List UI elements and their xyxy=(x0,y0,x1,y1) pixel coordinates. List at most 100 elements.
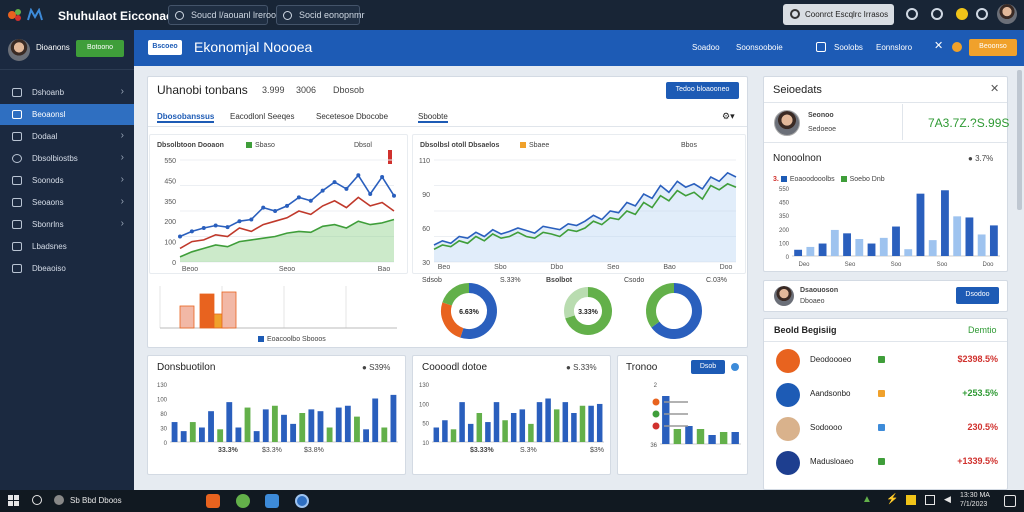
sidebar-item-7[interactable]: Sbonrlns › xyxy=(0,214,134,235)
legend-swatch xyxy=(840,176,847,183)
sidebar-item-4[interactable]: Dbsolbiostbs › xyxy=(0,148,134,169)
summary-avatar[interactable] xyxy=(774,110,800,136)
header-link-4[interactable]: Eonnsloro xyxy=(876,43,913,52)
app-icon-3[interactable] xyxy=(265,494,279,508)
contact-button[interactable]: Dsodoo xyxy=(956,287,999,304)
tray-icon-1[interactable]: ▲ xyxy=(862,494,872,505)
header-link-1[interactable]: Soadoo xyxy=(692,43,720,52)
legend-swatch xyxy=(520,142,526,149)
sidebar-item-6[interactable]: Seoaons › xyxy=(0,192,134,213)
search-input-2[interactable]: Socid eonopnmr xyxy=(276,5,365,25)
user-avatar[interactable] xyxy=(997,4,1017,24)
connect-button[interactable]: Coonrct Escqlrc Irrasos xyxy=(783,4,894,25)
summary-section-badge: ● 3.7% xyxy=(968,154,994,163)
taskbar-search-text[interactable]: Sb Bbd Dboos xyxy=(70,496,122,505)
app-icon-1[interactable] xyxy=(206,494,220,508)
bar xyxy=(180,431,187,442)
bar xyxy=(685,426,693,444)
company-logo-icon xyxy=(776,451,800,475)
browser-icon[interactable] xyxy=(236,494,250,508)
ranking-row[interactable]: Deodoooeo $2398.5% xyxy=(764,343,1007,377)
sidebar-item-5[interactable]: Soonods › xyxy=(0,170,134,191)
summary-person-sub: Sedoeoe xyxy=(808,126,837,133)
chevron-right-icon: › xyxy=(120,174,124,185)
bar xyxy=(545,398,551,442)
data-point xyxy=(320,188,325,193)
tab-1[interactable]: Dbosobanssus xyxy=(157,112,215,123)
taskbar: Sb Bbd Dboos ▲ ⚡ ◀ 13:30 MA 7/1/2023 xyxy=(0,490,1024,512)
series-line-2 xyxy=(433,182,737,251)
sidebar-item-1[interactable]: Dshoanb › xyxy=(0,82,134,103)
search-icon[interactable] xyxy=(32,495,42,505)
ranking-value: $2398.5% xyxy=(957,354,998,364)
help-icon[interactable] xyxy=(976,8,988,20)
connect-icon xyxy=(790,9,800,19)
sidebar-item-2[interactable]: Beoaonsl xyxy=(0,104,134,125)
ranking-name: Madusloaeo xyxy=(810,457,854,466)
info-icon[interactable] xyxy=(731,363,739,371)
x-tick-label: Soo xyxy=(891,262,902,268)
tray-icon-3[interactable] xyxy=(906,495,916,505)
close-icon[interactable]: ✕ xyxy=(934,40,944,52)
report-icon xyxy=(12,264,22,273)
overview-action-button[interactable]: Tedoo bloaooneo xyxy=(666,82,739,99)
chart-1-legend-2: Dbsol xyxy=(354,142,372,149)
windows-start-icon[interactable] xyxy=(8,495,20,507)
scrollbar[interactable] xyxy=(1017,70,1022,210)
tray-icon-4[interactable] xyxy=(925,495,935,505)
sidebar-item-8[interactable]: Lbadsnes xyxy=(0,236,134,257)
x-tick-label: Doo xyxy=(982,262,994,268)
profile-avatar[interactable] xyxy=(8,39,30,61)
ranking-row[interactable]: Aandsonbo +253.5% xyxy=(764,377,1007,411)
tab-tools-icon[interactable]: ⚙▾ xyxy=(722,111,735,121)
legend-dot xyxy=(652,398,660,406)
bar xyxy=(217,429,224,442)
summary-divider xyxy=(764,102,1007,103)
bar xyxy=(171,422,178,442)
header-link-2[interactable]: Soonsooboie xyxy=(736,43,783,52)
bar xyxy=(235,427,242,442)
header-link-3[interactable]: Soolobs xyxy=(834,43,863,52)
donut-slice xyxy=(442,283,470,306)
ranking-row[interactable]: Sodoooo 230.5% xyxy=(764,411,1007,445)
sidebar-item-9[interactable]: Dbeaoiso xyxy=(0,258,134,279)
notifications-icon[interactable] xyxy=(1004,495,1016,507)
volume-icon[interactable]: ◀ xyxy=(944,494,951,504)
y-tick-label: 90 xyxy=(422,192,430,199)
contact-avatar[interactable] xyxy=(774,286,794,306)
grid-icon[interactable] xyxy=(816,42,826,52)
donut-center-label: 6.63% xyxy=(459,309,480,316)
app-logo xyxy=(8,8,43,21)
alert-icon[interactable] xyxy=(952,42,962,52)
bar xyxy=(855,239,864,256)
y-tick-label: 200 xyxy=(164,219,176,226)
bar xyxy=(528,423,534,442)
tab-3[interactable]: Secetesoe Dbocobe xyxy=(316,112,389,121)
settings-icon[interactable] xyxy=(931,8,943,20)
profile-button[interactable]: Botoono xyxy=(76,40,124,57)
header-badge[interactable]: Bscoeo xyxy=(148,40,182,55)
close-icon[interactable]: ✕ xyxy=(990,83,1000,95)
bar-chart-b2: 10 50 100 130 xyxy=(419,383,604,447)
bar xyxy=(596,403,603,442)
globe-icon[interactable] xyxy=(906,8,918,20)
bottom-card-3-button[interactable]: Dsob xyxy=(691,360,725,374)
search-input-1[interactable]: Soucd l/aouanl lreroom xyxy=(168,5,284,25)
bar xyxy=(731,432,739,444)
tray-icon-2[interactable]: ⚡ xyxy=(886,494,899,505)
app-icon-4[interactable] xyxy=(295,494,309,508)
mini-bar-legend: Eoacoolbo Sbooos xyxy=(258,336,326,343)
notification-icon[interactable] xyxy=(956,8,968,20)
tab-4[interactable]: Sboobte xyxy=(418,112,448,123)
bar xyxy=(510,413,517,442)
cortana-icon[interactable] xyxy=(54,495,64,505)
ranking-value: +253.5% xyxy=(962,388,998,398)
bar xyxy=(989,225,998,256)
search-icon xyxy=(283,11,292,20)
bottom-card-3-title: Tronoo xyxy=(626,362,658,373)
sidebar-item-3[interactable]: Dodaal › xyxy=(0,126,134,147)
tab-2[interactable]: Eacodlonl Seeqes xyxy=(230,112,295,121)
ranking-name: Aandsonbo xyxy=(810,389,851,398)
header-action-button[interactable]: Beoonso xyxy=(969,39,1017,56)
ranking-row[interactable]: Madusloaeo +1339.5% xyxy=(764,445,1007,479)
